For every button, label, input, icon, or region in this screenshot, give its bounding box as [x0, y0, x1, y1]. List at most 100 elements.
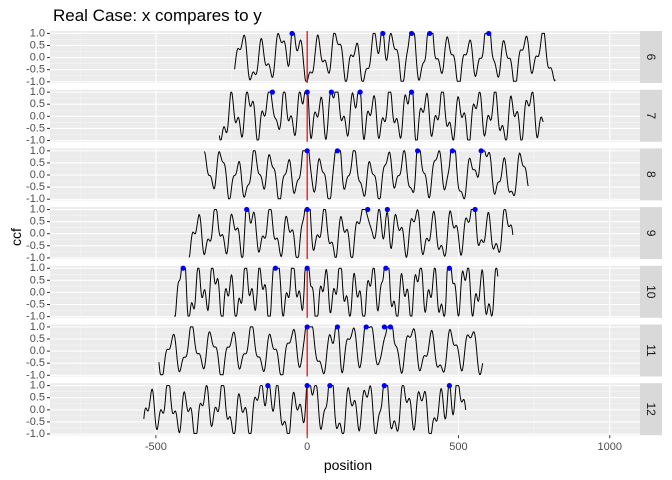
- y-tick-label: -0.5: [26, 122, 45, 134]
- chart-title: Real Case: x compares to y: [53, 6, 262, 25]
- peak-point: [272, 265, 279, 271]
- peak-point: [383, 265, 389, 271]
- peak-point: [472, 206, 478, 213]
- peak-point: [365, 206, 371, 213]
- facet-strip: [640, 89, 662, 142]
- y-tick-label: 0.5: [30, 216, 45, 228]
- x-tick-label: 0: [304, 441, 310, 453]
- ccf-line: [218, 91, 544, 141]
- peak-point: [486, 30, 492, 37]
- peak-point: [265, 383, 271, 389]
- facet-panel-8: 8 -1.0-0.50.00.51.0: [26, 145, 662, 205]
- peak-point: [446, 265, 452, 271]
- x-tick-label: 1000: [598, 441, 622, 453]
- y-tick-label: 1.0: [30, 86, 45, 98]
- facet-strip-label: 12: [644, 403, 658, 417]
- peak-point: [328, 89, 334, 95]
- y-tick-label: 0.0: [30, 404, 45, 416]
- y-tick-label: 1.0: [30, 262, 45, 274]
- y-tick-label: -0.5: [26, 181, 45, 193]
- y-tick-label: 0.5: [30, 274, 45, 286]
- ccf-line: [143, 385, 467, 434]
- ccf-line: [188, 209, 514, 258]
- facet-strip: [640, 324, 662, 377]
- peak-point: [387, 324, 393, 330]
- y-tick-label: -1.0: [26, 369, 45, 381]
- facet-panel-12: 12 -1.0-0.50.00.51.0: [26, 380, 662, 440]
- peak-point: [449, 148, 456, 154]
- peak-point: [327, 383, 333, 389]
- peak-point: [478, 148, 484, 154]
- peak-point: [381, 324, 387, 330]
- y-tick-label: 0.5: [30, 40, 45, 52]
- y-tick-label: 0.0: [30, 52, 45, 64]
- y-tick-label: -0.5: [26, 357, 45, 369]
- peak-point: [427, 30, 433, 37]
- facet-strip-label: 6: [644, 54, 658, 61]
- panel-background: [50, 148, 640, 201]
- y-tick-label: 0.5: [30, 157, 45, 169]
- facet-strip: [640, 383, 662, 436]
- y-tick-label: 0.0: [30, 286, 45, 298]
- x-tick-label: 500: [449, 441, 467, 453]
- ccf-line: [158, 326, 484, 376]
- facet-panel-10: 10 -1.0-0.50.00.51.0: [26, 262, 662, 323]
- peak-point: [304, 265, 310, 271]
- x-tick-label: -500: [145, 441, 167, 453]
- peak-point: [408, 30, 415, 37]
- y-tick-label: 0.0: [30, 169, 45, 181]
- peak-point: [304, 324, 310, 330]
- y-tick-label: -0.5: [26, 416, 45, 428]
- peak-point: [304, 89, 310, 95]
- panel-background: [50, 89, 640, 142]
- ccf-line: [174, 267, 499, 317]
- panel-background: [50, 207, 640, 260]
- y-tick-label: 1.0: [30, 27, 45, 39]
- peak-point: [244, 206, 250, 213]
- peak-point: [334, 324, 341, 330]
- peak-point: [269, 89, 275, 95]
- y-tick-label: -1.0: [26, 76, 45, 88]
- y-tick-label: 0.0: [30, 228, 45, 240]
- peak-point: [384, 206, 390, 213]
- y-tick-label: -1.0: [26, 428, 45, 440]
- facet-panel-9: 9 -1.0-0.50.00.51.0: [26, 204, 662, 264]
- peak-point: [304, 148, 310, 154]
- x-axis: -500 0 500 1000: [145, 435, 622, 453]
- peak-point: [415, 148, 421, 154]
- facet-strip: [640, 148, 662, 201]
- panel-background: [50, 31, 640, 83]
- y-tick-label: 1.0: [30, 145, 45, 157]
- peak-point: [408, 89, 415, 95]
- facet-strip-label: 7: [644, 112, 658, 119]
- peak-point: [380, 30, 386, 37]
- y-tick-label: 0.0: [30, 345, 45, 357]
- y-tick-label: -1.0: [26, 193, 45, 205]
- y-tick-label: 0.5: [30, 392, 45, 404]
- y-tick-label: 1.0: [30, 204, 45, 216]
- facet-strip-label: 9: [644, 230, 658, 237]
- facet-strip-label: 10: [644, 285, 658, 299]
- peak-point: [381, 383, 387, 389]
- y-tick-label: 1.0: [30, 380, 45, 392]
- y-tick-label: -0.5: [26, 64, 45, 76]
- facet-strip-label: 8: [644, 171, 658, 178]
- facet-strip: [640, 265, 662, 318]
- facet-panel-7: 7 -1.0-0.50.00.51.0: [26, 86, 662, 146]
- facet-panels: 6-1.0-0.50.00.51.07-1.0-0.50.00.51.08-1.…: [26, 27, 662, 440]
- y-tick-label: -1.0: [26, 252, 45, 264]
- peak-point: [304, 383, 310, 389]
- facet-strip-label: 11: [644, 344, 658, 357]
- y-tick-label: 1.0: [30, 321, 45, 333]
- y-tick-label: -0.5: [26, 298, 45, 310]
- peak-point: [304, 206, 310, 213]
- peak-point: [289, 30, 295, 37]
- facet-panel-11: 11 -1.0-0.50.00.51.0: [26, 321, 662, 381]
- peak-point: [363, 324, 369, 330]
- peak-point: [334, 148, 341, 154]
- y-tick-label: 0.5: [30, 98, 45, 110]
- ccf-line: [203, 150, 529, 200]
- panel-background: [50, 265, 640, 318]
- y-tick-label: 0.5: [30, 333, 45, 345]
